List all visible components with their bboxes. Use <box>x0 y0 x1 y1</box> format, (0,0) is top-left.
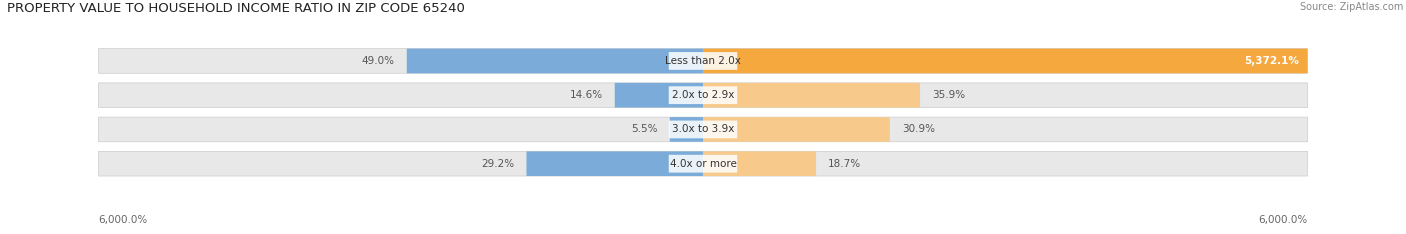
Text: 2.0x to 2.9x: 2.0x to 2.9x <box>672 90 734 100</box>
Text: 14.6%: 14.6% <box>569 90 603 100</box>
FancyBboxPatch shape <box>669 117 703 142</box>
FancyBboxPatch shape <box>98 49 1308 73</box>
FancyBboxPatch shape <box>703 151 815 176</box>
FancyBboxPatch shape <box>669 86 737 104</box>
Text: 29.2%: 29.2% <box>481 159 515 169</box>
FancyBboxPatch shape <box>98 117 1308 142</box>
FancyBboxPatch shape <box>703 49 1308 73</box>
FancyBboxPatch shape <box>98 151 1308 176</box>
Text: Less than 2.0x: Less than 2.0x <box>665 56 741 66</box>
Text: 30.9%: 30.9% <box>901 124 935 135</box>
Text: PROPERTY VALUE TO HOUSEHOLD INCOME RATIO IN ZIP CODE 65240: PROPERTY VALUE TO HOUSEHOLD INCOME RATIO… <box>7 2 465 15</box>
FancyBboxPatch shape <box>614 83 703 108</box>
FancyBboxPatch shape <box>669 121 737 138</box>
Text: 4.0x or more: 4.0x or more <box>669 159 737 169</box>
Text: 6,000.0%: 6,000.0% <box>98 215 148 225</box>
Text: 6,000.0%: 6,000.0% <box>1258 215 1308 225</box>
Text: 5,372.1%: 5,372.1% <box>1244 56 1299 66</box>
Text: 49.0%: 49.0% <box>361 56 395 66</box>
FancyBboxPatch shape <box>526 151 703 176</box>
Text: 5.5%: 5.5% <box>631 124 658 135</box>
FancyBboxPatch shape <box>703 117 890 142</box>
FancyBboxPatch shape <box>669 155 737 172</box>
FancyBboxPatch shape <box>669 52 737 70</box>
FancyBboxPatch shape <box>98 83 1308 108</box>
FancyBboxPatch shape <box>703 83 920 108</box>
Text: 18.7%: 18.7% <box>828 159 862 169</box>
Text: 3.0x to 3.9x: 3.0x to 3.9x <box>672 124 734 135</box>
Text: Source: ZipAtlas.com: Source: ZipAtlas.com <box>1299 2 1403 12</box>
FancyBboxPatch shape <box>406 49 703 73</box>
Text: 35.9%: 35.9% <box>932 90 966 100</box>
